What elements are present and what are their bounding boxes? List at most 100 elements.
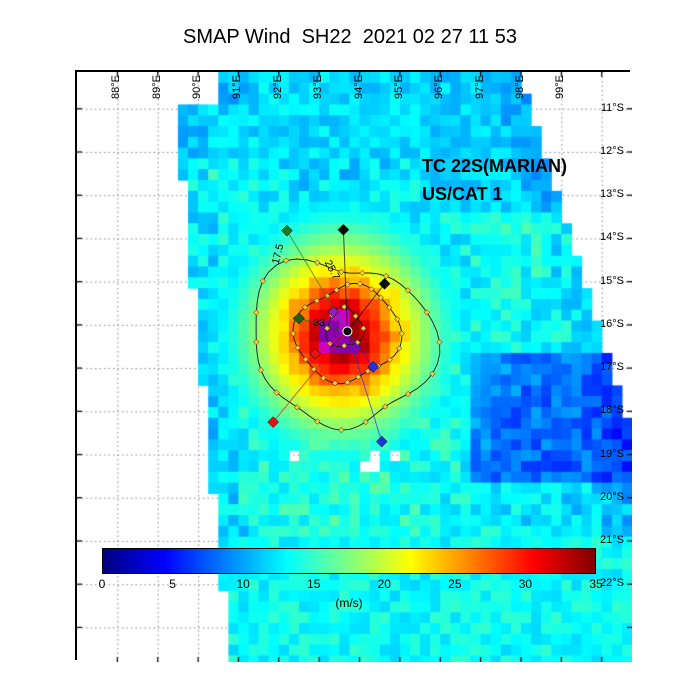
track-diamond-marker [375,435,388,448]
track-line [347,331,374,368]
track-diamond-marker [337,223,350,236]
contour-diamond-marker [338,426,345,434]
colorbar-tick-label: 5 [169,577,176,591]
contour-diamond-marker [404,390,412,398]
contour-diamond-marker [289,330,297,337]
colorbar-tick-label: 0 [98,577,106,591]
contour-diamond-marker [360,325,367,332]
lat-tick-label: 17°S [600,361,624,374]
contour-diamond-marker [273,389,280,396]
track-diamond-marker [267,416,280,428]
lon-tick-label: 89°E [150,75,163,99]
contour-diamond-marker [333,286,340,294]
colorbar-tick-label: 35 [589,577,603,591]
contour-diamond-marker [368,285,375,293]
lat-tick-label: 13°S [600,188,624,201]
track-diamond-marker [309,347,321,360]
contour-diamond-marker [429,370,436,377]
contour-diamond-marker [362,418,369,426]
contour-diamond-marker [331,380,339,387]
colorbar-tick-label: 10 [236,577,250,591]
contour-diamond-marker [398,330,405,337]
lon-tick-label: 88°E [110,75,123,99]
contour-diamond-marker [423,309,431,316]
contour-diamond-marker [341,342,348,349]
contour-diamond-marker [396,345,403,352]
contour-diamond-marker [394,316,401,323]
contour-label: 33 [313,316,326,329]
lon-tick-label: 99°E [554,75,567,99]
contour-diamond-marker [313,297,321,304]
colorbar-tick-label: 25 [448,577,462,591]
lon-tick-label: 98°E [514,75,526,99]
contour-diamond-marker [253,309,260,316]
lat-tick-label: 20°S [600,490,624,503]
contour-diamond-marker [282,257,290,264]
contour-diamond-marker [356,280,364,287]
contour-diamond-marker [294,344,301,351]
track-line [298,317,348,332]
lat-tick-label: 18°S [600,404,624,417]
track-diamond-marker [327,306,340,318]
contour-diamond-marker [344,379,351,386]
lon-tick-label: 91°E [231,75,244,99]
track-line [346,331,383,442]
lon-tick-label: 95°E [392,75,405,99]
contour-diamond-marker [257,366,265,374]
contour-diamond-marker [364,367,371,375]
colorbar-tick-label: 30 [518,577,533,591]
contour-diamond-marker [386,356,393,363]
storm-name-label: TC 22S(MARIAN) [422,156,568,176]
contour-diamond-marker [293,404,301,411]
contour-diamond-marker [381,403,389,410]
lat-tick-label: 16°S [600,317,624,330]
track-diamond-marker [293,312,305,325]
lat-tick-label: 14°S [600,231,624,244]
contour-diamond-marker [323,325,331,332]
lat-tick-label: 12°S [600,144,624,157]
lon-tick-label: 90°E [191,75,204,99]
lat-tick-label: 15°S [600,274,624,287]
colorbar-tick-label: 15 [307,577,321,591]
contour-diamond-marker [383,272,390,280]
lon-tick-label: 96°E [433,75,446,99]
lon-tick-label: 97°E [473,75,486,99]
storm-category-label: US/CAT 1 [422,184,503,204]
contour-diamond-marker [259,277,266,285]
track-diamond-marker [281,224,293,237]
lon-tick-label: 94°E [352,75,365,99]
track-line [314,330,348,355]
contour-diamond-marker [404,287,412,294]
track-line [272,331,348,423]
contour-diamond-marker [386,304,393,311]
lon-tick-label: 92°E [271,75,284,99]
contour-diamond-marker [320,374,327,382]
contour-diamond-marker [355,373,362,381]
figure-title: SMAP Wind SH22 2021 02 27 11 53 [183,26,517,48]
track-line [347,283,385,332]
track-diamond-marker [367,360,380,373]
track-diamond-marker [378,277,391,290]
contour-diamond-marker [359,269,366,277]
contour-diamond-marker [436,338,443,346]
overlay-svg [253,223,443,448]
contour-diamond-marker [338,268,345,275]
lat-tick-label: 22°S [600,577,624,590]
colorbar-tick-label: 20 [377,577,391,591]
track-line [342,229,348,332]
lat-tick-label: 11°S [600,101,624,114]
map-plot-area: TC 22S(MARIAN) US/CAT 1 (m/s) 88°E 89°E 90… [75,70,632,662]
contour-diamond-marker [377,294,384,301]
contour-diamond-marker [314,418,321,425]
colorbar [102,548,596,574]
contour-diamond-marker [314,259,321,266]
contour-diamond-marker [352,312,359,320]
track-line [286,230,348,332]
contour-diamond-marker [301,304,309,311]
contour-diamond-marker [253,338,260,346]
storm-center-marker [342,326,353,337]
colorbar-units-label: (m/s) [335,596,363,610]
lat-tick-label: 19°S [600,447,624,460]
contour-diamond-marker [302,356,309,363]
